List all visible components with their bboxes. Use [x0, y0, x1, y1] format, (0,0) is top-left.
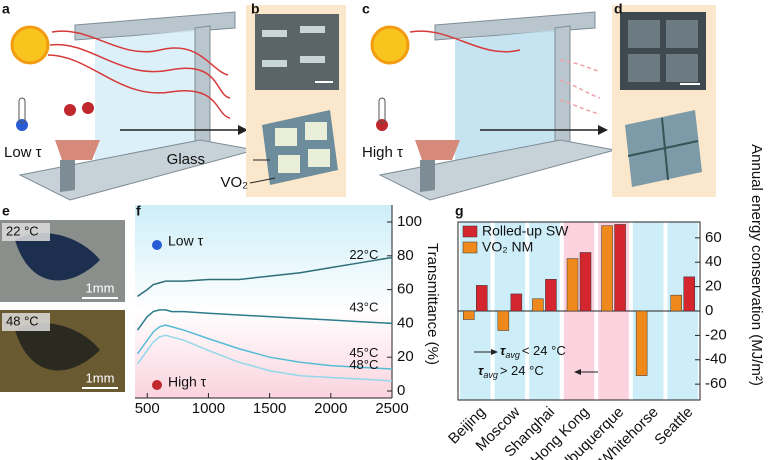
- legend-swatch: [462, 241, 478, 254]
- series-line: [136, 334, 393, 382]
- bar: [566, 258, 579, 312]
- series-line: [137, 256, 393, 297]
- x-tick-label: 1000: [192, 400, 225, 417]
- y-tick-label: 0: [397, 382, 405, 399]
- annotation-sub: avg: [483, 370, 498, 380]
- bar: [601, 225, 613, 312]
- photos-e: [0, 220, 125, 392]
- panel-label: c: [362, 1, 370, 17]
- illustration-c: [370, 11, 616, 201]
- series-line: [136, 309, 393, 331]
- panel-label: a: [2, 1, 10, 17]
- bar: [545, 279, 557, 312]
- illustration-b: [246, 5, 346, 197]
- high-tau-label: High τ: [362, 144, 403, 161]
- series-label: 45°C: [349, 345, 378, 360]
- bar: [635, 310, 648, 376]
- annotation: τavg < 24 °C: [500, 343, 566, 360]
- annotation-sub: avg: [505, 350, 520, 360]
- y-tick-label: 40: [705, 253, 722, 270]
- legend-label: VO₂ NM: [482, 239, 533, 255]
- panel-label: f: [136, 203, 141, 219]
- y-tick-label: 20: [705, 278, 722, 295]
- bar: [463, 310, 475, 320]
- vo2-label: VO₂: [221, 174, 249, 191]
- thermometer-icon: [152, 380, 162, 390]
- annotation: High τ: [168, 374, 207, 390]
- panel-label: e: [2, 203, 10, 219]
- bar: [510, 293, 523, 312]
- low-tau-label: Low τ: [4, 144, 42, 161]
- y-tick-label: -40: [705, 351, 727, 368]
- bar: [614, 224, 626, 312]
- x-tick-label: 1500: [253, 400, 286, 417]
- scale-label: 1mm: [86, 370, 115, 385]
- series-line: [136, 324, 393, 370]
- panel-label: b: [251, 1, 260, 17]
- glass-label: Glass: [167, 151, 205, 168]
- y-tick-label: 0: [705, 302, 713, 319]
- y-tick-label: 60: [397, 281, 414, 298]
- annotation-rest: > 24 °C: [500, 363, 544, 378]
- panel-label: d: [614, 1, 623, 17]
- bar: [476, 285, 488, 312]
- illustration-d: [612, 5, 716, 197]
- panel-label: g: [455, 203, 464, 219]
- bar: [532, 298, 544, 312]
- plot-background: [135, 205, 392, 398]
- photo-temp: 48 °C: [6, 313, 39, 328]
- bar: [670, 294, 682, 312]
- y-tick-label: 80: [397, 247, 414, 264]
- y-axis-label: Annual energy conservation (MJ/m²): [748, 144, 765, 386]
- y-tick-label: -60: [705, 375, 727, 392]
- x-tick-label: 500: [135, 400, 160, 417]
- legend-swatch: [462, 225, 478, 238]
- bar: [497, 310, 510, 331]
- bar: [683, 276, 695, 312]
- y-tick-label: 20: [397, 348, 414, 365]
- x-tick-label: Seattle: [651, 404, 696, 449]
- y-tick-label: 40: [397, 314, 414, 331]
- thermometer-icon: [152, 240, 162, 250]
- x-tick-label: 2500: [375, 400, 408, 417]
- bar: [579, 252, 592, 312]
- x-tick-label: 2000: [314, 400, 347, 417]
- annotation-symbol: τ: [478, 363, 484, 378]
- arrowhead: [491, 349, 498, 355]
- y-axis-label: Transmittance (%): [424, 243, 441, 365]
- y-tick-label: 60: [705, 229, 722, 246]
- scale-label: 1mm: [86, 280, 115, 295]
- illustration-a: [10, 11, 256, 201]
- series-label: 43°C: [349, 299, 378, 314]
- series-label: 22°C: [349, 247, 378, 262]
- annotation-rest: < 24 °C: [522, 343, 566, 358]
- series-label: 48°C: [349, 357, 378, 372]
- photo-temp: 22 °C: [6, 223, 39, 238]
- legend-label: Rolled-up SW: [482, 223, 569, 239]
- annotation: Low τ: [168, 233, 204, 249]
- annotation-symbol: τ: [500, 343, 506, 358]
- y-tick-label: -20: [705, 326, 727, 343]
- arrowhead: [574, 369, 581, 375]
- y-tick-label: 100: [397, 213, 422, 230]
- annotation: τavg > 24 °C: [478, 363, 544, 380]
